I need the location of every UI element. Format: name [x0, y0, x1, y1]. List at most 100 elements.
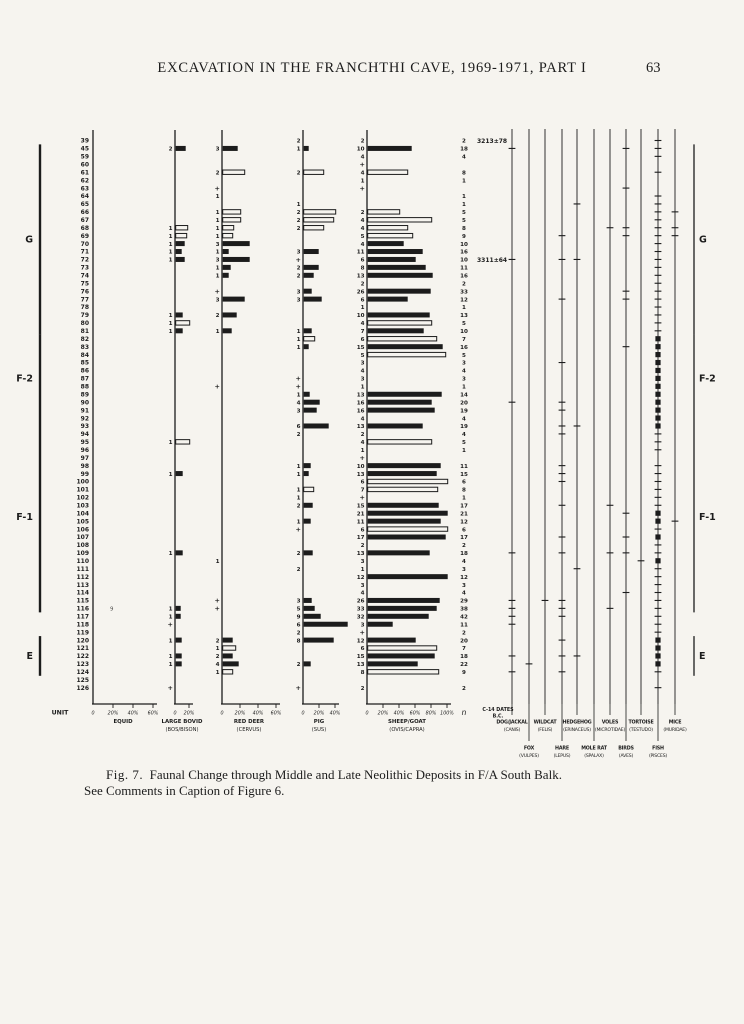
bar-open — [303, 336, 316, 342]
unit-label: 125 — [76, 677, 89, 684]
unit-label: 98 — [81, 463, 89, 470]
bar-solid — [303, 613, 321, 619]
n-value: 1 — [462, 178, 466, 184]
zone-bracket-e-right: E — [693, 636, 706, 676]
bar-value: 1 — [361, 305, 365, 311]
bar-value: 1 — [169, 607, 173, 613]
unit-label: 69 — [81, 233, 89, 240]
axis-tick-label: 0 — [91, 711, 94, 717]
unit-label: 99 — [81, 471, 89, 478]
n-value: 16 — [460, 274, 468, 280]
bar-value: 33 — [357, 607, 365, 613]
bar-column-label: EQUID — [113, 719, 133, 725]
bar-value: 4 — [361, 218, 365, 224]
axis-tick-label: 60% — [148, 711, 159, 717]
n-value: 3 — [462, 567, 466, 573]
unit-label: 94 — [81, 431, 89, 438]
unit-label: 61 — [81, 169, 89, 176]
zone-label: F-2 — [16, 373, 33, 384]
presence-square-mark — [655, 344, 661, 350]
bar-open — [367, 232, 414, 239]
bar-solid — [175, 312, 183, 318]
axis-tick-label: 0 — [365, 711, 368, 717]
n-value: 7 — [462, 337, 466, 343]
n-value: 9 — [462, 234, 466, 240]
n-value: 2 — [462, 686, 466, 692]
axis-tick-label: 20% — [184, 711, 195, 717]
bar-value: 6 — [297, 424, 301, 430]
n-value: 8 — [462, 488, 466, 494]
bar-value: 1 — [169, 638, 173, 644]
n-value: 21 — [460, 511, 468, 517]
unit-label: 88 — [81, 384, 89, 391]
bar-value: 1 — [216, 226, 220, 232]
unit-label: 62 — [81, 177, 89, 184]
n-value: 12 — [460, 575, 468, 581]
bar-open — [175, 225, 189, 231]
bar-solid — [303, 249, 319, 255]
n-value: 2 — [462, 543, 466, 549]
bar-solid — [175, 249, 182, 255]
bar-open — [222, 209, 242, 215]
bar-value: 1 — [169, 313, 173, 319]
bar-plus-value: + — [360, 184, 365, 192]
unit-label: 95 — [81, 439, 89, 446]
bar-solid — [222, 637, 233, 643]
bar-value: 5 — [297, 607, 301, 613]
n-value: 18 — [460, 147, 468, 153]
bar-value: 2 — [216, 170, 220, 176]
unit-label: 112 — [76, 574, 89, 581]
figure-number: Fig. 7. — [106, 767, 144, 782]
bar-value: 15 — [357, 503, 365, 509]
bar-solid — [175, 637, 182, 643]
zone-label: E — [27, 651, 34, 662]
bar-open — [222, 225, 235, 231]
bar-value: 4 — [361, 242, 365, 248]
bar-value: 4 — [361, 591, 365, 597]
axis-tick-label: 80% — [426, 711, 437, 717]
unit-label: 101 — [76, 487, 89, 494]
bar-value: 1 — [216, 210, 220, 216]
bar-column-label: RED DEER — [234, 719, 265, 725]
bar-solid — [367, 502, 439, 508]
presence-square-mark — [655, 415, 661, 421]
zone-bracket-f-2-left: F-2 — [16, 334, 42, 423]
n-value: 38 — [460, 607, 468, 613]
bar-open — [303, 225, 325, 231]
axis-tick-label: 20% — [378, 711, 389, 717]
bar-solid — [367, 256, 416, 262]
bar-column-sublabel: (OVIS/CAPRA) — [389, 727, 424, 733]
bar-plus-value: + — [168, 621, 173, 629]
zone-bracket-g-left: G — [25, 144, 42, 335]
bar-column-sublabel: (BOS/BISON) — [166, 727, 199, 733]
bar-solid — [222, 328, 232, 334]
axis-tick-label: 40% — [253, 711, 264, 717]
unit-label: 107 — [76, 534, 89, 541]
bar-value: 1 — [216, 234, 220, 240]
bar-solid — [222, 264, 231, 270]
bar-value: 3 — [216, 258, 220, 264]
presence-column-label: FISH — [652, 746, 664, 752]
bar-plus-value: + — [296, 383, 301, 391]
presence-column-label: MOLE RAT — [581, 746, 607, 752]
bar-value: 1 — [169, 329, 173, 335]
bar-value: 1 — [297, 488, 301, 494]
n-value: 2 — [462, 630, 466, 636]
bar-plus-value: + — [360, 628, 365, 636]
unit-label: 122 — [76, 653, 89, 660]
bar-value: 1 — [169, 440, 173, 446]
n-value: 11 — [460, 464, 468, 470]
presence-column-label: FOX — [524, 746, 535, 752]
bar-value: 4 — [216, 662, 220, 668]
bar-open — [367, 645, 438, 651]
n-value: 10 — [460, 258, 468, 264]
n-value: 18 — [460, 654, 468, 660]
unit-label: 118 — [76, 621, 89, 628]
presence-square-mark — [655, 407, 661, 413]
n-value: 4 — [462, 591, 466, 597]
unit-label: 109 — [76, 550, 89, 557]
unit-axis-label: UNIT — [52, 710, 70, 717]
bar-value: 1 — [216, 218, 220, 224]
unit-label: 123 — [76, 661, 89, 668]
presence-square-mark — [655, 399, 661, 405]
